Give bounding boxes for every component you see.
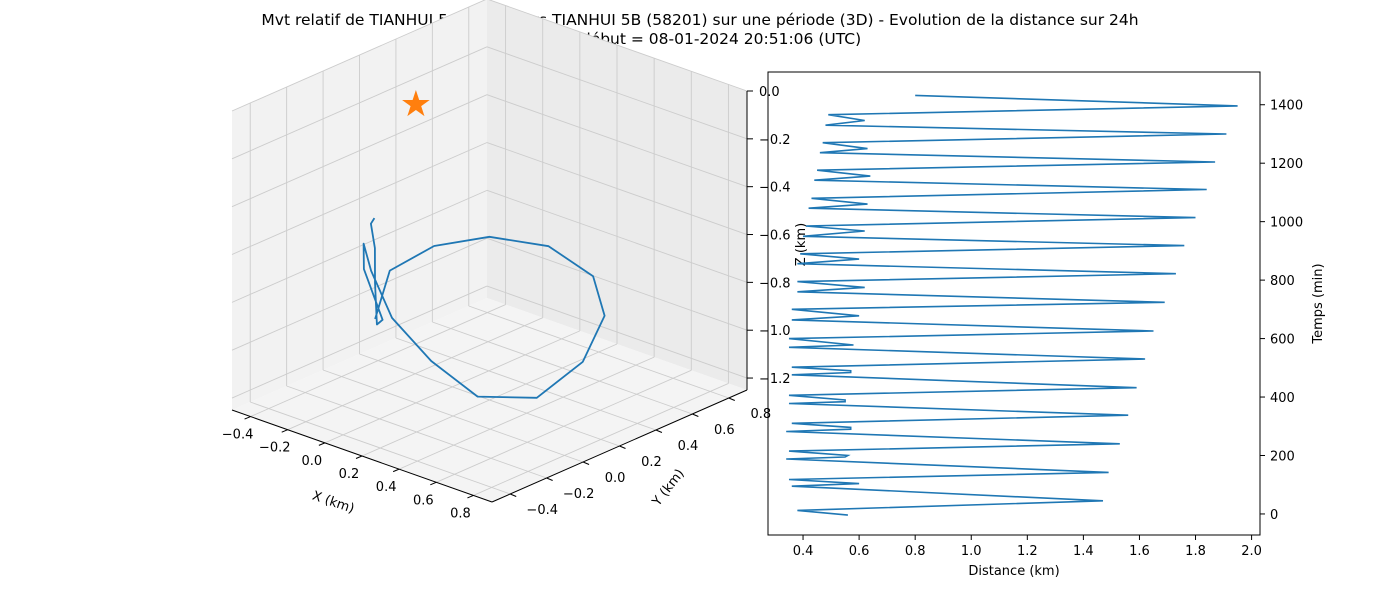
x-tick-label: −0.2 — [259, 441, 291, 456]
x-tick-label: 0.8 — [905, 544, 926, 559]
y-tick-label: 0.4 — [678, 439, 699, 454]
x-tick-label: −0.4 — [222, 428, 254, 443]
y-tick-label: 0 — [1270, 508, 1278, 523]
y-ticks: 0 200 400 600 800 1000 1200 1400 — [1260, 99, 1303, 523]
y-tick — [692, 413, 699, 417]
y-tick-label: 1200 — [1270, 157, 1303, 172]
y-tick-label: 1000 — [1270, 216, 1303, 231]
gridline-z-left — [231, 0, 486, 112]
z-tick-label: −1.0 — [759, 324, 791, 339]
gridline-y-floor — [468, 305, 729, 399]
x-tick-label: 1.8 — [1185, 544, 1206, 559]
y-tick — [582, 461, 590, 465]
axes-3d: −0.4 −0.2 0.0 0.2 0.4 0.6 0.8 −0.4 −0.2 0.0 0.2 0.4… — [222, 85, 791, 521]
x-tick-label: 0.4 — [376, 480, 397, 495]
gridline-z-left — [231, 237, 488, 351]
gridline-z-back — [486, 142, 748, 235]
y-tick-label: −0.4 — [526, 503, 558, 518]
gridline-y-floor — [322, 369, 584, 463]
x-tick-label: 1.2 — [1017, 544, 1038, 559]
grid-3d — [231, 0, 748, 496]
gridline-z-back — [486, 237, 748, 331]
gridline-z-back — [486, 189, 748, 283]
y-tick-label: 0.6 — [714, 423, 735, 438]
y-tick-label: 600 — [1270, 333, 1295, 348]
y-tick-label: 0.0 — [605, 471, 626, 486]
z-axis-label: Z (km) — [794, 223, 809, 266]
y-tick-label: 200 — [1270, 449, 1295, 464]
x-tick-label: 0.8 — [450, 506, 471, 521]
x-tick — [244, 416, 251, 420]
x-tick — [430, 481, 437, 486]
x-tick — [355, 455, 363, 459]
y-tick-label: 400 — [1270, 391, 1295, 406]
y-tick — [728, 397, 735, 401]
x-tick-label: 0.2 — [339, 467, 360, 482]
x-tick-label: 0.6 — [413, 493, 434, 508]
gridline-z-left — [231, 94, 488, 208]
z-tick-label: 0.0 — [759, 85, 780, 100]
time-axis-label: Temps (min) — [1311, 263, 1326, 344]
x-tick — [392, 468, 400, 473]
x-tick-label: 1.4 — [1073, 544, 1094, 559]
z-tick-label: −0.6 — [759, 229, 791, 244]
x-tick — [281, 429, 288, 433]
z-tick-label: −0.8 — [759, 276, 791, 291]
gridline-z-left — [231, 142, 488, 255]
gridline-z-back — [486, 94, 748, 188]
y-tick — [619, 445, 626, 449]
gridline-y-floor — [286, 385, 547, 479]
y-tick — [655, 429, 663, 433]
x-ticks: 0.4 0.6 0.8 1.0 1.2 1.4 1.6 1.8 2.0 — [793, 535, 1262, 559]
x-tick — [467, 494, 474, 499]
gridline-z-left — [231, 285, 488, 399]
z-tick-label: −1.2 — [759, 372, 791, 387]
z-tick-label: −0.4 — [759, 181, 791, 196]
z-tick-label: −0.2 — [759, 133, 791, 148]
y-tick-label: −0.2 — [563, 487, 595, 502]
plot-distance-over-time: 0.4 0.6 0.8 1.0 1.2 1.4 1.6 1.8 2.0 0 200 400 600 80… — [767, 71, 1326, 579]
y-tick — [546, 477, 553, 481]
plot-frame — [767, 71, 1261, 536]
figure-title-line2: Date début = 08-01-2024 20:51:06 (UTC) — [539, 30, 861, 48]
gridline-y-floor — [395, 337, 657, 431]
gridline-z-back — [486, 46, 748, 140]
gridline-y-floor — [359, 353, 620, 447]
x-tick-label: 0.0 — [302, 454, 323, 469]
y-tick-label: 800 — [1270, 274, 1295, 289]
gridline-z-back — [488, 0, 748, 92]
y-tick — [510, 493, 517, 497]
trajectory-line — [362, 217, 606, 399]
origin-star-marker: ★ — [400, 84, 432, 125]
figure-title-line1: Mvt relatif de TIANHUI 5A (58199) vs TIA… — [261, 11, 1138, 29]
y-axis-label: Y (km) — [649, 467, 688, 510]
trajectory-series-0 — [362, 217, 606, 399]
distance-axis-label: Distance (km) — [968, 564, 1059, 579]
x-tick-label: 1.0 — [961, 544, 982, 559]
gridline-z-back — [486, 285, 748, 379]
y-tick-label: 0.2 — [641, 455, 662, 470]
x-tick-label: 0.6 — [849, 544, 870, 559]
gridline-z-left — [231, 46, 488, 160]
x-tick — [318, 442, 326, 446]
y-tick-label: 0.8 — [750, 407, 771, 422]
gridline-z-left — [231, 189, 488, 303]
y-tick-label: 1400 — [1270, 99, 1303, 114]
gridline-y-floor — [250, 401, 511, 495]
distance-curve — [786, 94, 1238, 516]
x-tick-label: 0.4 — [793, 544, 814, 559]
x-tick-label: 2.0 — [1241, 544, 1262, 559]
gridline-y-floor — [432, 321, 693, 415]
x-axis-label: X (km) — [310, 489, 356, 517]
plot-3d-trajectory: −0.4 −0.2 0.0 0.2 0.4 0.6 0.8 −0.4 −0.2 0.0 0.2 0.4… — [222, 0, 809, 521]
x-tick-label: 1.6 — [1129, 544, 1150, 559]
